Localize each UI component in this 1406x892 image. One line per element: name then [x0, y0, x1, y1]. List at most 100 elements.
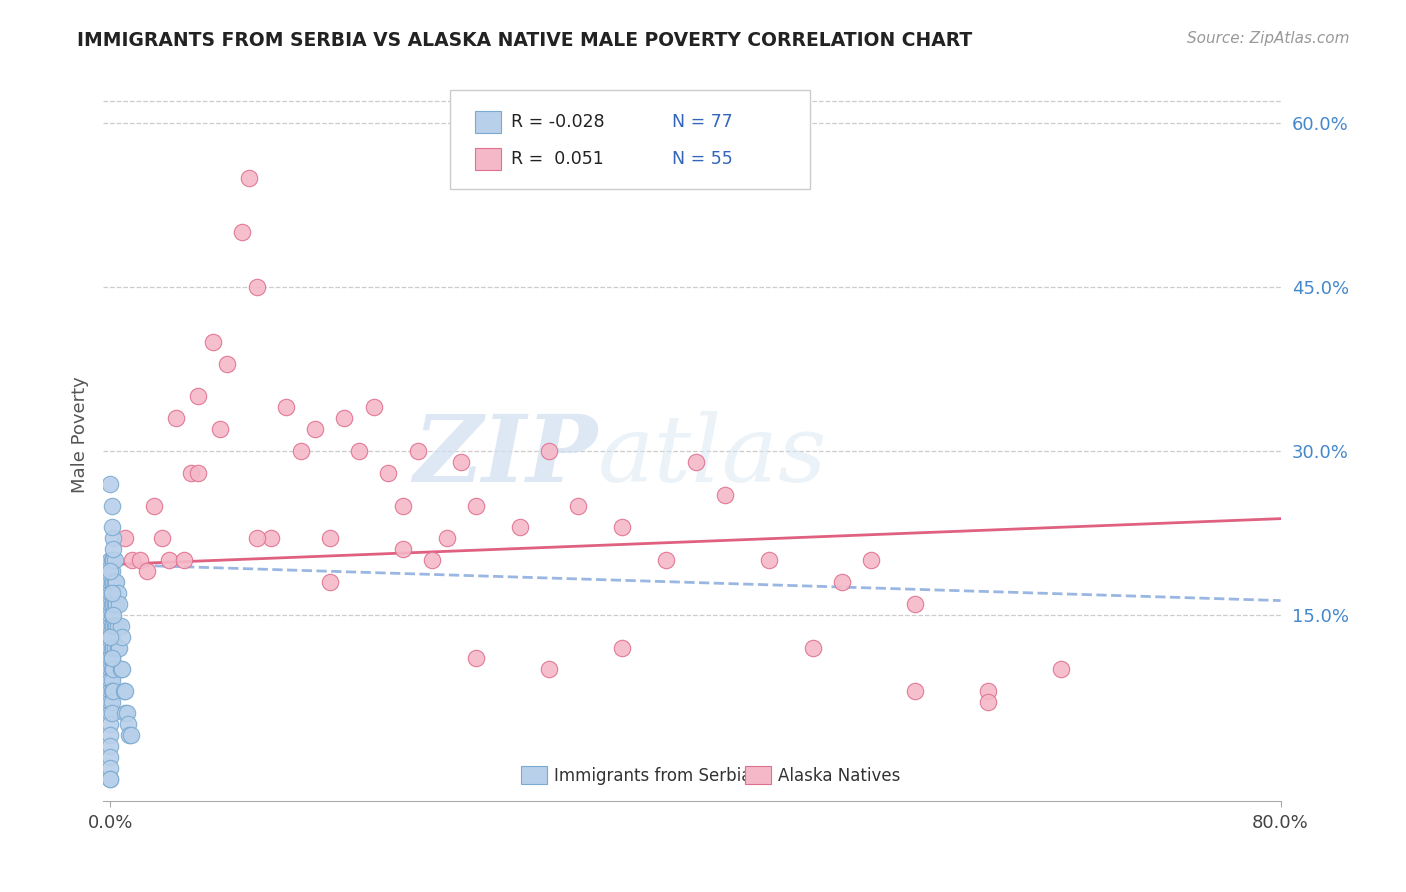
Point: [655, 553, 678, 567]
Point: [100, 684, 122, 698]
Point: [104, 618, 127, 632]
Point: [977, 684, 1000, 698]
Point: [110, 618, 132, 632]
Point: [231, 226, 253, 240]
Point: [136, 564, 159, 578]
Point: [103, 640, 125, 655]
Point: [103, 531, 125, 545]
Point: [100, 772, 122, 786]
Point: [860, 553, 883, 567]
Point: [465, 499, 488, 513]
Point: [100, 772, 122, 786]
Point: [157, 553, 180, 567]
Point: [103, 597, 125, 611]
Text: N = 77: N = 77: [672, 113, 733, 131]
Point: [103, 574, 125, 589]
Point: [114, 531, 136, 545]
Point: [103, 607, 125, 622]
Point: [392, 542, 415, 557]
Point: [100, 749, 122, 764]
Point: [100, 586, 122, 600]
Text: R = -0.028: R = -0.028: [510, 113, 605, 131]
Text: ZIP: ZIP: [413, 411, 598, 501]
Point: [108, 597, 131, 611]
Point: [112, 684, 135, 698]
Point: [801, 640, 824, 655]
Point: [100, 739, 122, 753]
Text: N = 55: N = 55: [672, 150, 733, 168]
Point: [238, 170, 260, 185]
Point: [100, 574, 122, 589]
Point: [104, 574, 127, 589]
Bar: [522, 766, 547, 784]
Point: [100, 651, 122, 665]
Point: [100, 695, 122, 709]
Point: [107, 586, 129, 600]
Point: [201, 334, 224, 349]
Point: [347, 443, 370, 458]
Point: [377, 466, 399, 480]
Y-axis label: Male Poverty: Male Poverty: [72, 376, 89, 493]
Point: [104, 640, 127, 655]
Point: [101, 574, 124, 589]
Point: [246, 280, 269, 294]
Point: [101, 640, 124, 655]
Point: [290, 443, 312, 458]
Point: [450, 455, 472, 469]
Point: [100, 761, 122, 775]
Point: [101, 618, 124, 632]
Point: [100, 476, 122, 491]
Point: [101, 564, 124, 578]
Point: [246, 531, 269, 545]
Point: [143, 499, 166, 513]
Point: [117, 717, 139, 731]
Point: [103, 684, 125, 698]
Point: [110, 662, 132, 676]
Point: [103, 662, 125, 676]
Point: [100, 597, 122, 611]
Point: [101, 695, 124, 709]
Text: IMMIGRANTS FROM SERBIA VS ALASKA NATIVE MALE POVERTY CORRELATION CHART: IMMIGRANTS FROM SERBIA VS ALASKA NATIVE …: [77, 31, 973, 50]
Point: [101, 651, 124, 665]
Point: [101, 673, 124, 688]
Point: [150, 531, 173, 545]
Point: [111, 662, 134, 676]
Point: [173, 553, 195, 567]
Point: [406, 443, 429, 458]
Bar: [475, 111, 501, 133]
Point: [100, 630, 122, 644]
Point: [685, 455, 707, 469]
Point: [115, 706, 138, 720]
Point: [114, 706, 136, 720]
Bar: [475, 147, 501, 169]
Point: [121, 553, 143, 567]
Point: [977, 695, 1000, 709]
Point: [509, 520, 531, 534]
Point: [100, 607, 122, 622]
Point: [538, 443, 561, 458]
Point: [304, 422, 326, 436]
Point: [758, 553, 780, 567]
Point: [120, 728, 142, 742]
Point: [111, 630, 134, 644]
Point: [118, 728, 141, 742]
Text: R =  0.051: R = 0.051: [510, 150, 603, 168]
Point: [108, 640, 131, 655]
Point: [105, 618, 128, 632]
Point: [436, 531, 458, 545]
Point: [104, 597, 127, 611]
Point: [363, 401, 385, 415]
Point: [567, 499, 589, 513]
Point: [180, 466, 202, 480]
Point: [103, 553, 125, 567]
Point: [103, 618, 125, 632]
Point: [100, 618, 122, 632]
Point: [101, 662, 124, 676]
Point: [209, 422, 232, 436]
Point: [100, 564, 122, 578]
Point: [904, 684, 927, 698]
Point: [101, 607, 124, 622]
Point: [713, 487, 735, 501]
Point: [101, 586, 124, 600]
Point: [101, 684, 124, 698]
